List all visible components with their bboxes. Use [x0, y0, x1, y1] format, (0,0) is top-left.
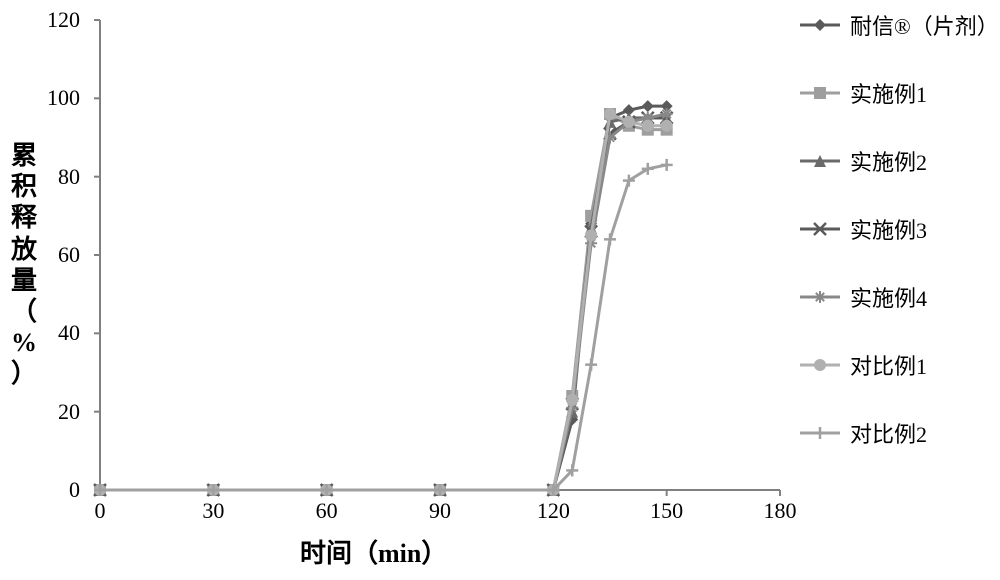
legend-marker [800, 287, 840, 307]
legend-item: 对比例2 [800, 420, 999, 446]
legend-label: 耐信®（片剂） [850, 9, 999, 41]
legend-label: 对比例1 [850, 349, 927, 381]
legend-item: 实施例4 [800, 284, 999, 310]
legend: 耐信®（片剂） 实施例1 实施例2 实施例3 实施例4 对比例1 对比例2 [800, 12, 999, 488]
x-tick-label: 0 [75, 498, 125, 524]
legend-label: 对比例2 [850, 417, 927, 449]
legend-marker [800, 83, 840, 103]
chart-container: 累 积 释 放 量 （ % ） 时间（min） 0204060801001200… [0, 0, 1000, 580]
y-tick-label: 60 [30, 242, 80, 268]
y-tick-label: 0 [30, 477, 80, 503]
x-tick-label: 120 [528, 498, 578, 524]
legend-item: 对比例1 [800, 352, 999, 378]
legend-item: 实施例1 [800, 80, 999, 106]
legend-label: 实施例1 [850, 77, 927, 109]
x-tick-label: 90 [415, 498, 465, 524]
y-tick-label: 100 [30, 85, 80, 111]
x-tick-label: 60 [302, 498, 352, 524]
legend-marker [800, 15, 840, 35]
y-tick-label: 80 [30, 164, 80, 190]
x-tick-label: 150 [642, 498, 692, 524]
legend-marker [800, 219, 840, 239]
legend-marker [800, 355, 840, 375]
legend-marker [800, 151, 840, 171]
y-tick-label: 20 [30, 399, 80, 425]
x-tick-label: 180 [755, 498, 805, 524]
legend-item: 实施例2 [800, 148, 999, 174]
legend-item: 实施例3 [800, 216, 999, 242]
legend-label: 实施例4 [850, 281, 927, 313]
x-tick-label: 30 [188, 498, 238, 524]
y-tick-label: 120 [30, 7, 80, 33]
legend-item: 耐信®（片剂） [800, 12, 999, 38]
legend-label: 实施例2 [850, 145, 927, 177]
legend-label: 实施例3 [850, 213, 927, 245]
y-tick-label: 40 [30, 320, 80, 346]
legend-marker [800, 423, 840, 443]
